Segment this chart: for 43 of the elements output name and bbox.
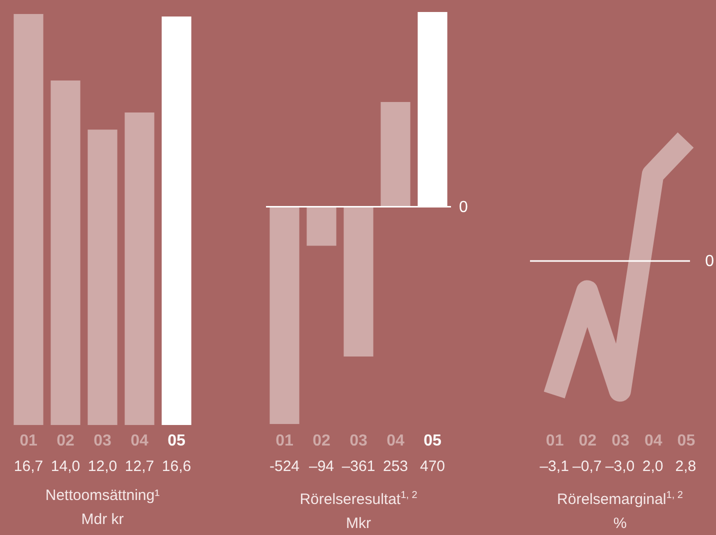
- text: %: [612, 514, 628, 534]
- x-tick-label: 04: [130, 432, 148, 450]
- text: Mdr kr: [80, 510, 125, 530]
- text: Nettoomsättning¹: [44, 486, 161, 506]
- data-label: 12,7: [124, 458, 154, 475]
- ref-line-label: 0: [705, 253, 714, 270]
- data-label: 16,7: [14, 458, 44, 475]
- x-tick-label: 04: [644, 432, 662, 450]
- bar: [162, 16, 192, 425]
- text: Mkr: [345, 514, 372, 534]
- data-label: 470: [420, 458, 446, 475]
- data-label: 2,8: [675, 458, 696, 475]
- bar: [50, 80, 80, 425]
- data-label: –0,7: [572, 458, 602, 475]
- x-tick-label: 01: [546, 432, 564, 450]
- data-label: 12,0: [88, 458, 118, 475]
- x-tick-label: 05: [168, 432, 186, 450]
- data-label: –361: [342, 458, 376, 475]
- x-tick-label: 01: [20, 432, 38, 450]
- bar: [124, 112, 154, 425]
- data-label: –3,0: [605, 458, 635, 475]
- x-tick-label: 04: [386, 432, 404, 450]
- x-tick-label: 03: [94, 432, 112, 450]
- x-tick-label: 05: [424, 432, 442, 450]
- x-tick-label: 02: [312, 432, 330, 450]
- x-tick-label: 03: [350, 432, 368, 450]
- x-tick-label: 02: [578, 432, 597, 450]
- x-tick-label: 05: [677, 432, 696, 450]
- x-tick-label: 02: [56, 432, 74, 450]
- data-label: 14,0: [50, 458, 80, 475]
- x-tick-label: 03: [612, 432, 630, 450]
- x-tick-label: 01: [276, 432, 294, 450]
- data-label: -524: [269, 458, 300, 475]
- ref-line-label: 0: [459, 198, 468, 216]
- data-label: –94: [308, 458, 334, 475]
- text: Rörelseresultat$^{1, 2}$: [298, 489, 418, 510]
- text: Rörelsemarginal$^{1, 2}$: [556, 489, 684, 510]
- data-label: 2,0: [642, 458, 664, 475]
- bar: [14, 14, 44, 425]
- bar: [88, 130, 118, 425]
- data-label: 16,6: [162, 458, 192, 475]
- data-label: –3,1: [540, 458, 569, 475]
- data-label: 253: [382, 458, 408, 475]
